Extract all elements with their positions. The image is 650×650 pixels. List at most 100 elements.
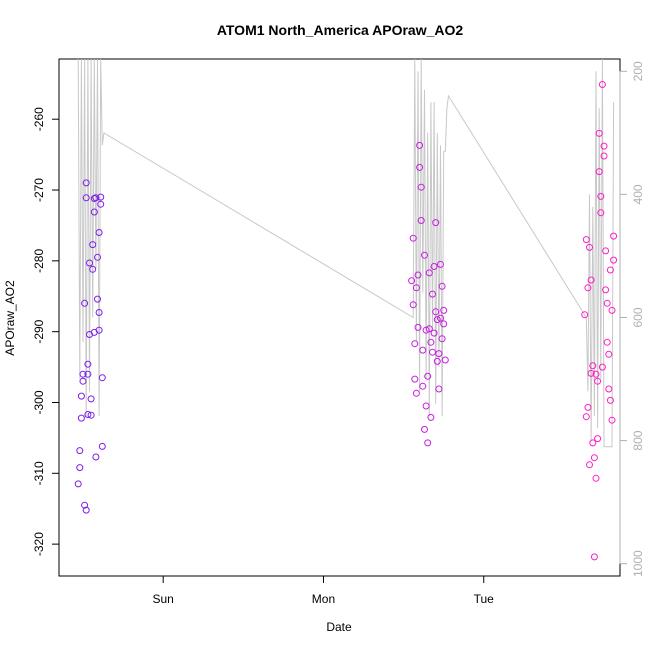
data-point xyxy=(411,375,419,383)
data-point xyxy=(598,363,606,371)
data-point xyxy=(427,338,435,346)
y2-tick-label: 600 xyxy=(631,307,645,327)
data-point xyxy=(74,480,82,488)
x-tick-label: Mon xyxy=(312,592,335,606)
data-point xyxy=(429,290,436,298)
data-point xyxy=(412,389,420,397)
y-tick-label: -320 xyxy=(32,532,46,556)
data-point xyxy=(584,284,592,292)
data-point xyxy=(582,236,590,244)
data-point xyxy=(412,284,420,292)
data-point xyxy=(595,168,603,176)
chart-title: ATOM1 North_America APOraw_AO2 xyxy=(217,22,464,38)
data-point xyxy=(584,403,592,411)
data-point xyxy=(92,453,100,461)
x-axis: Sun Mon Tue xyxy=(153,575,495,606)
data-point xyxy=(414,271,422,279)
data-point xyxy=(606,396,614,404)
secondary-series-line xyxy=(77,58,615,448)
x-axis-label: Date xyxy=(326,620,352,634)
data-point xyxy=(581,311,589,319)
data-point xyxy=(77,414,85,422)
data-point xyxy=(414,323,422,331)
data-point xyxy=(419,346,427,354)
data-point xyxy=(602,286,610,294)
data-point xyxy=(440,306,448,314)
data-point xyxy=(594,435,602,443)
data-point xyxy=(437,260,444,268)
data-point xyxy=(430,263,438,270)
data-point xyxy=(416,141,424,149)
data-point xyxy=(408,277,416,285)
y-tick-label: -280 xyxy=(32,249,46,273)
data-point xyxy=(438,282,446,290)
data-point xyxy=(417,217,425,224)
data-point xyxy=(411,340,419,348)
data-point xyxy=(90,208,98,216)
y2-tick-label: 800 xyxy=(631,430,645,450)
y2-tick-label: 200 xyxy=(631,61,645,81)
data-point xyxy=(422,402,430,410)
y2-tick-label: 400 xyxy=(631,184,645,204)
data-point xyxy=(424,372,432,380)
x-tick-label: Tue xyxy=(474,592,495,606)
data-point xyxy=(82,506,90,514)
data-point xyxy=(409,234,417,242)
y-tick-label: -290 xyxy=(32,319,46,343)
data-point xyxy=(587,276,595,284)
data-point xyxy=(430,329,438,337)
data-point xyxy=(97,200,105,208)
data-point xyxy=(603,299,611,307)
data-point xyxy=(89,265,97,273)
data-point xyxy=(421,425,428,433)
data-point xyxy=(95,229,103,236)
data-point xyxy=(598,81,606,88)
data-point xyxy=(432,308,440,316)
data-point xyxy=(77,392,85,400)
data-point xyxy=(79,370,87,378)
data-point xyxy=(606,266,614,274)
y-tick-label: -300 xyxy=(32,390,46,414)
plot-area-border xyxy=(58,58,621,577)
data-point xyxy=(433,316,441,324)
data-point xyxy=(84,360,92,368)
secondary-line-layer xyxy=(77,58,615,448)
data-point xyxy=(608,416,616,424)
data-point xyxy=(81,299,89,307)
data-point xyxy=(433,357,441,365)
data-point xyxy=(427,413,435,421)
y2-axis: 200 400 600 800 1000 xyxy=(619,61,645,577)
data-point xyxy=(81,501,89,509)
y-tick-label: -270 xyxy=(32,178,46,202)
data-point xyxy=(605,350,613,358)
data-point xyxy=(586,461,593,469)
data-point xyxy=(437,314,444,322)
data-point xyxy=(97,193,105,201)
data-point xyxy=(417,183,425,191)
data-point xyxy=(82,179,90,187)
data-point xyxy=(610,232,618,240)
data-point xyxy=(592,370,600,378)
data-point xyxy=(435,385,443,393)
data-point xyxy=(432,219,440,227)
data-point xyxy=(600,142,608,150)
data-point xyxy=(419,382,427,390)
data-point xyxy=(79,377,87,385)
data-point xyxy=(98,374,106,382)
data-point xyxy=(597,192,605,200)
data-point xyxy=(608,306,616,314)
x-tick-label: Sun xyxy=(153,592,174,606)
data-point xyxy=(87,411,95,419)
data-point xyxy=(409,301,417,309)
data-point xyxy=(587,369,595,377)
data-point xyxy=(592,474,600,482)
data-point xyxy=(586,243,593,251)
data-point xyxy=(438,335,446,343)
data-point xyxy=(594,377,602,385)
data-point xyxy=(82,194,90,202)
data-point xyxy=(602,247,610,255)
data-point xyxy=(441,356,449,364)
data-point xyxy=(589,362,597,370)
data-point xyxy=(84,411,92,418)
